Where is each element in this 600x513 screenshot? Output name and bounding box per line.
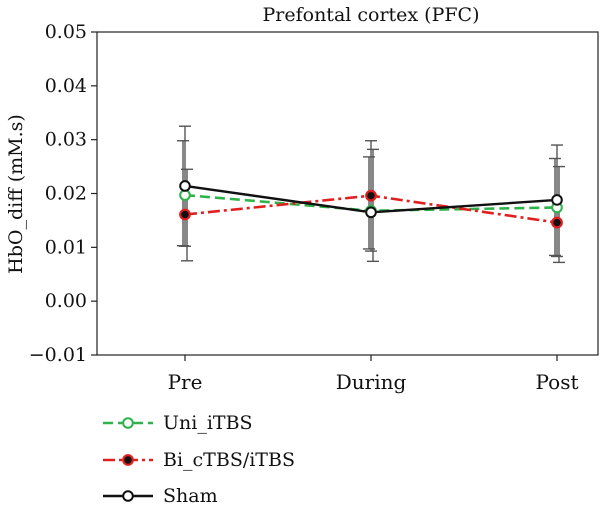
data-point (179, 180, 191, 192)
legend-swatch-marker (122, 454, 134, 466)
data-point (365, 189, 377, 202)
legend-label: Bi_cTBS/iTBS (163, 449, 295, 471)
y-axis-label: HbO_diff (mM.s) (5, 114, 27, 274)
data-point (365, 206, 377, 219)
data-point (551, 194, 563, 206)
y-tick-label: 0.00 (45, 290, 87, 312)
axes: −0.01 0.00 0.01 0.02 0.03 0.04 0.05 Pre During Po… (29, 21, 599, 394)
legend-label: Uni_iTBS (163, 412, 253, 434)
y-tick-label: −0.01 (29, 344, 87, 366)
y-tick-label: 0.01 (45, 236, 87, 258)
x-tick-label: Post (536, 370, 579, 394)
legend-label: Sham (163, 485, 218, 507)
plot-frame (96, 31, 599, 356)
y-tick-label: 0.02 (45, 183, 87, 205)
data-point (179, 208, 191, 221)
y-tick-label: 0.05 (45, 21, 87, 43)
legend-swatch-marker (122, 490, 134, 502)
data-point (551, 216, 563, 229)
y-tick-label: 0.04 (45, 75, 87, 97)
legend: Uni_iTBS Bi_cTBS/iTBS Sham (103, 412, 295, 507)
series-markers (179, 180, 563, 229)
chart-title: Prefontal cortex (PFC) (262, 4, 479, 26)
legend-swatch-marker (122, 417, 134, 429)
y-tick-label: 0.03 (45, 129, 87, 151)
x-tick-label: During (336, 370, 407, 394)
x-tick-label: Pre (168, 370, 203, 394)
